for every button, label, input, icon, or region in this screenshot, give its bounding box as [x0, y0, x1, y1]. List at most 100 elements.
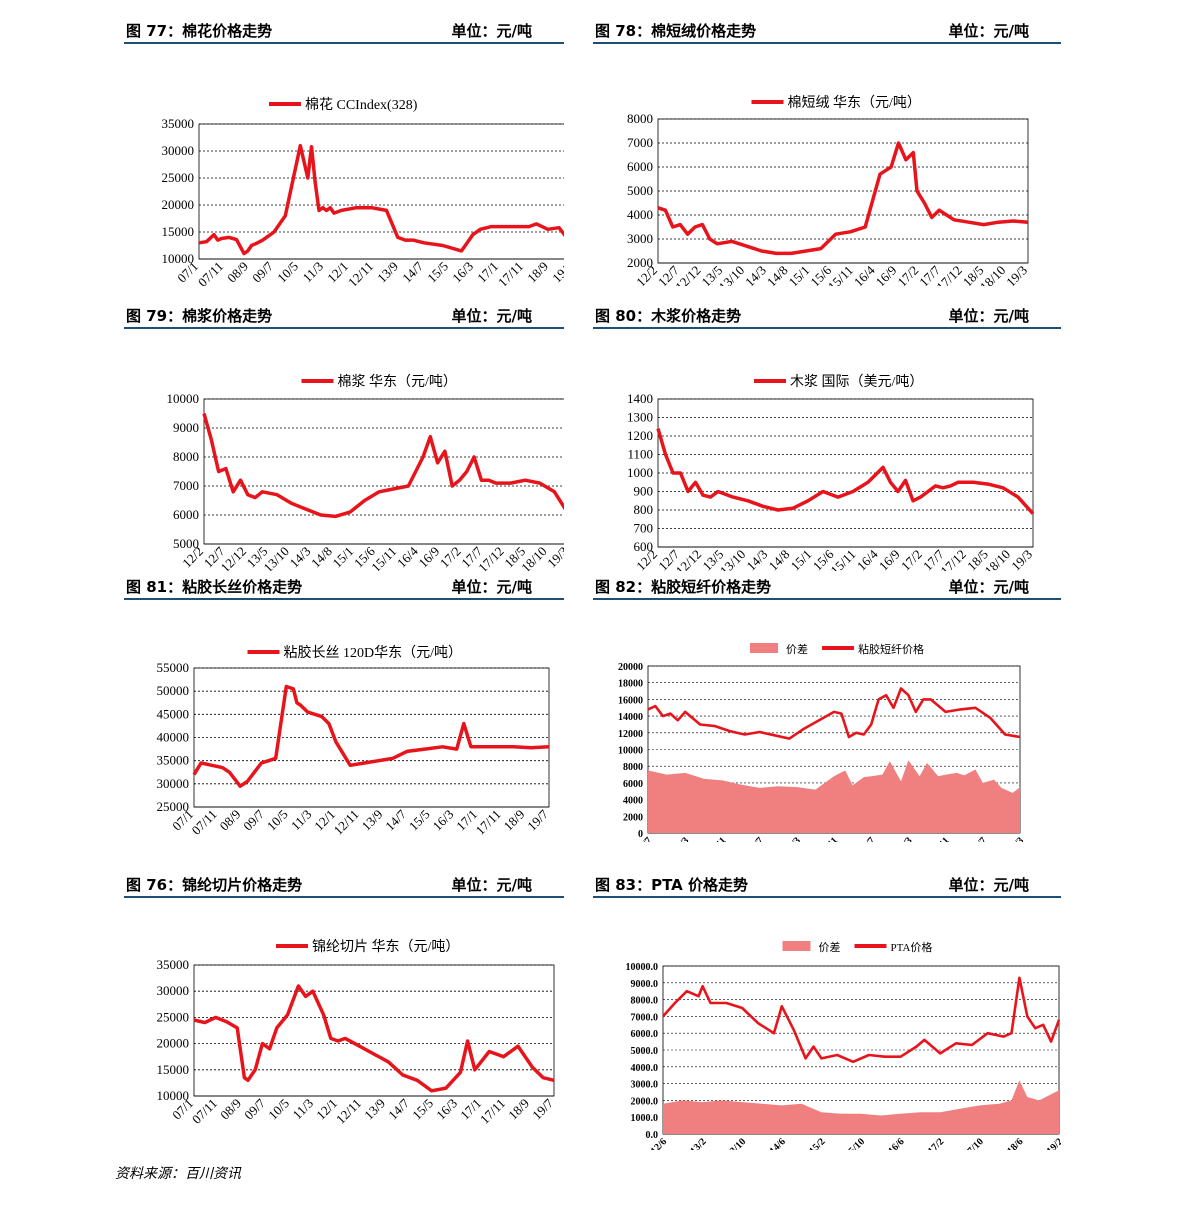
x-tick-label: 11/3	[300, 259, 327, 286]
x-tick-label: 15/1	[788, 547, 815, 571]
x-tick-label: 15/1	[786, 263, 813, 286]
legend-label: 粘胶长丝 120D华东（元/吨）	[284, 644, 463, 661]
x-tick-label: 08/9	[224, 259, 251, 286]
legend-label: 价差	[819, 940, 841, 954]
x-tick-label: 10/5	[264, 807, 291, 834]
figure-unit: 单位：元/吨	[451, 876, 532, 894]
x-tick-label: 16/3	[449, 259, 476, 286]
y-tick-label: 3000.0	[631, 1080, 659, 1091]
x-tick-label: 19/7	[529, 1095, 556, 1122]
y-tick-label: 5000.0	[631, 1046, 659, 1057]
figure-title: 图 77：棉花价格走势	[126, 22, 273, 40]
x-tick-label: 14/6	[768, 1136, 788, 1150]
x-tick-label: 13/10	[724, 1136, 748, 1150]
x-tick-label: 13/9	[358, 807, 385, 834]
figure-title: 图 82：粘胶短纤价格走势	[595, 578, 772, 596]
y-tick-label: 16000	[618, 695, 643, 706]
y-tick-label: 25000	[157, 799, 190, 814]
y-tick-label: 15000	[162, 224, 195, 239]
figure-header: 图 77：棉花价格走势 单位：元/吨	[124, 16, 564, 44]
y-tick-label: 30000	[157, 776, 190, 791]
y-tick-label: 8000	[173, 449, 199, 464]
series-area-spread	[648, 760, 1020, 833]
x-tick-label: 16/9	[873, 263, 900, 286]
x-tick-label: 16/4	[851, 262, 878, 286]
legend-swatch-area	[782, 941, 811, 951]
figure-unit: 单位：元/吨	[451, 22, 532, 40]
x-tick-label: 07/11	[195, 259, 226, 286]
x-tick-label: 18/9	[505, 1096, 532, 1123]
y-tick-label: 18000	[618, 679, 643, 690]
chart-panel-fig78: 图 78：棉短绒价格走势 单位：元/吨 8000 7000 6000 5000 4000 30…	[593, 16, 1061, 286]
y-tick-label: 10000	[167, 391, 200, 406]
y-tick-label: 4000	[627, 207, 653, 222]
series-line	[662, 976, 1061, 1064]
x-tick-label: 15/10	[843, 1136, 867, 1150]
legend-label: 棉短绒 华东（元/吨）	[788, 94, 921, 111]
x-tick-label: 08/9	[217, 1096, 244, 1123]
x-tick-label: 19/7	[524, 806, 551, 833]
legend: 木浆 国际（美元/吨）	[754, 374, 923, 390]
y-tick-label: 8000	[627, 111, 653, 126]
x-tick-label: 13/2	[688, 1136, 708, 1150]
legend-label: 棉花 CCIndex(328)	[305, 96, 418, 113]
y-tick-label: 10000	[157, 1088, 190, 1103]
figure-unit: 单位：元/吨	[948, 876, 1029, 894]
legend-swatch-area	[750, 643, 778, 653]
x-tick-label: 16/9	[876, 547, 903, 571]
y-tick-label: 10000	[618, 746, 643, 757]
figure-header: 图 76：锦纶切片价格走势 单位：元/吨	[124, 870, 564, 898]
x-tick-label: 17/2	[926, 1136, 946, 1150]
series-line	[656, 428, 1035, 515]
figure-title: 图 81：粘胶长丝价格走势	[126, 578, 303, 596]
chart-svg: 100009000800070006000500012/212/712/1213…	[167, 373, 564, 571]
y-tick-label: 2000.0	[631, 1096, 659, 1107]
figure-header: 图 81：粘胶长丝价格走势 单位：元/吨	[124, 572, 564, 600]
chart-svg: 800070006000500040003000200012/212/712/1…	[627, 94, 1030, 286]
x-tick-label: 16/9	[415, 544, 442, 571]
y-tick-label: 6000	[173, 507, 199, 522]
y-tick-label: 1000	[627, 465, 653, 480]
x-tick-label: 14/3	[742, 263, 769, 286]
chart-panel-fig79: 图 79：棉浆价格走势 单位：元/吨 10000 9000 8000 7000 6000 50…	[124, 301, 564, 571]
x-tick-label: 16/7	[857, 835, 877, 842]
x-tick-label: 14/7	[399, 258, 426, 285]
chart-svg: 10000.0 9000.0 8000.0 7000.0 6000.0 5000.0 400…	[626, 940, 1062, 1150]
y-tick-label: 15000	[157, 1062, 190, 1077]
x-tick-label: 12/11	[345, 259, 376, 286]
y-tick-label: 8000	[623, 762, 643, 773]
series-line	[647, 687, 1021, 740]
y-tick-label: 1200	[627, 428, 653, 443]
x-tick-label: 18/7	[969, 835, 989, 842]
x-tick-label: 07/11	[189, 1096, 220, 1127]
x-tick-label: 13/9	[361, 1096, 388, 1123]
source-footnote: 资料来源：百川资讯	[115, 1166, 241, 1182]
y-tick-label: 2000	[623, 812, 643, 823]
x-tick-label: 15/11	[817, 835, 841, 842]
x-tick-label: 17/3	[894, 835, 914, 842]
chart-svg: 35000300002500020000150001000007/107/110…	[162, 96, 564, 286]
y-tick-label: 6000	[627, 159, 653, 174]
y-tick-label: 0.0	[646, 1130, 659, 1141]
y-tick-label: 700	[634, 521, 654, 536]
x-tick-label: 12/11	[333, 1096, 364, 1127]
figure-title: 图 76：锦纶切片价格走势	[126, 876, 303, 894]
series-line	[202, 413, 564, 519]
legend: 价差 粘胶短纤价格	[750, 642, 924, 656]
legend-label: 价差	[786, 642, 808, 656]
series-line	[193, 984, 555, 1093]
y-tick-label: 45000	[157, 706, 190, 721]
x-tick-label: 19/3	[1008, 547, 1035, 571]
x-tick-label: 18/6	[1005, 1136, 1025, 1150]
x-tick-label: 14/7	[385, 1095, 412, 1122]
figure-title: 图 79：棉浆价格走势	[126, 307, 273, 325]
x-tick-label: 18/9	[500, 807, 527, 834]
x-tick-label: 14/8	[766, 547, 793, 571]
y-tick-label: 35000	[162, 116, 195, 131]
y-tick-label: 600	[634, 539, 654, 554]
x-tick-label: 10/5	[265, 1096, 292, 1123]
y-tick-label: 35000	[157, 753, 190, 768]
x-tick-label: 10/5	[274, 259, 301, 286]
x-tick-label: 18/9	[524, 259, 551, 286]
y-tick-label: 9000.0	[631, 979, 659, 990]
